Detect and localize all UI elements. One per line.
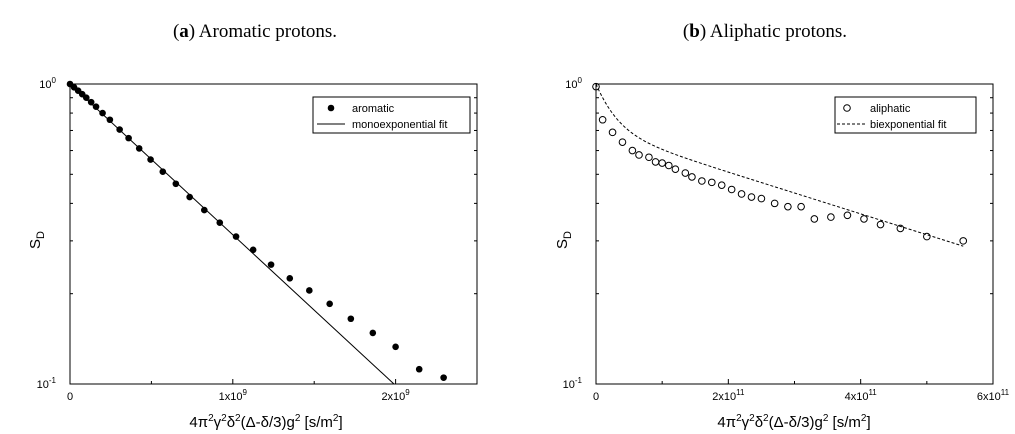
x-tick-label: 6x1011 [977,388,1010,403]
data-point [347,315,355,323]
data-point [592,82,600,91]
data-point [628,146,637,155]
data-point [923,232,931,241]
fit-line [69,83,395,385]
data-point [201,206,208,214]
x-tick-label: 0 [593,391,599,403]
data-point [618,138,627,146]
panel-a-x-axis-label: 4π2γ2δ2(Δ-δ/3)g2 [s/m2] [189,413,342,431]
data-point [737,190,746,198]
data-point [172,180,180,188]
data-point [186,193,193,201]
panel-a-caption: (a) Aromatic protons. [173,21,337,42]
data-point [827,213,835,221]
data-point [232,233,240,240]
panel-b-ticks: 0 2x1011 4x1011 6x1011 100 10-1 [563,76,1010,403]
data-point [286,275,294,282]
data-point [671,165,680,173]
data-point [658,159,666,167]
data-point [810,215,819,223]
panel-b-legend-box [834,96,977,134]
panel-a-plot-frame [69,83,478,385]
panel-a-marks [66,80,447,385]
data-point [440,374,447,381]
panel-a-legend: aromatic monoexponential fit [312,96,471,134]
data-point [681,169,690,177]
x-tick-label: 0 [67,391,73,403]
panel-a: (a) Aromatic protons. 0 1x109 2x109 100 10-1… [27,21,478,431]
data-point [415,365,423,373]
data-point [306,287,313,294]
panel-b-x-axis-label: 4π2γ2δ2(Δ-δ/3)g2 [s/m2] [717,413,870,431]
fit-curve [595,83,964,247]
panel-b-marks [592,82,968,247]
panel-a-legend-aromatic-marker [327,104,335,112]
data-point [784,202,792,211]
data-point [757,194,766,203]
data-point [369,329,377,337]
data-point [664,161,673,170]
y-tick-label: 10-1 [563,376,583,391]
data-point [82,94,90,102]
panel-a-legend-aromatic-label: aromatic [352,103,395,115]
data-point [843,211,852,220]
y-tick-label: 100 [565,76,582,91]
data-point [797,202,805,211]
data-point [645,153,653,162]
data-point [92,103,100,111]
panel-b-legend-aliphatic-label: aliphatic [870,103,911,115]
data-point [147,156,154,163]
panel-b-legend: aliphatic biexponential fit [834,96,977,134]
x-tick-label: 1x109 [219,388,248,403]
data-point [106,116,114,124]
data-point [727,185,736,194]
data-point [99,109,106,117]
data-point [959,237,968,245]
x-tick-label: 2x1011 [712,388,745,403]
data-point [707,178,716,187]
data-point [159,168,167,176]
panel-a-legend-fit-label: monoexponential fit [352,119,447,131]
panel-b-legend-aliphatic-marker [843,104,851,112]
data-point [608,128,617,137]
x-tick-label: 2x109 [381,388,410,403]
data-point [267,261,275,268]
data-point [87,98,95,106]
panel-b-legend-fit-label: biexponential fit [870,119,946,131]
data-point [326,300,333,308]
y-tick-label: 10-1 [37,376,57,391]
x-tick-label: 4x1011 [845,388,878,403]
data-point [717,181,726,189]
data-point [249,246,257,254]
data-point [635,151,643,159]
data-point [598,115,607,124]
y-tick-label: 100 [39,76,56,91]
data-point [747,193,756,201]
panel-a-legend-box [312,96,471,134]
panel-b: (b) Aliphatic protons. 0 2x1011 4x1011 6x10… [554,21,1010,431]
data-point [770,199,779,208]
panel-b-caption: (b) Aliphatic protons. [683,21,847,42]
panel-a-ticks: 0 1x109 2x109 100 10-1 [37,76,477,403]
data-point [698,177,706,185]
data-point [392,343,399,351]
data-point [860,215,868,223]
data-point [876,220,885,229]
data-point [896,224,905,233]
data-point [688,173,696,181]
